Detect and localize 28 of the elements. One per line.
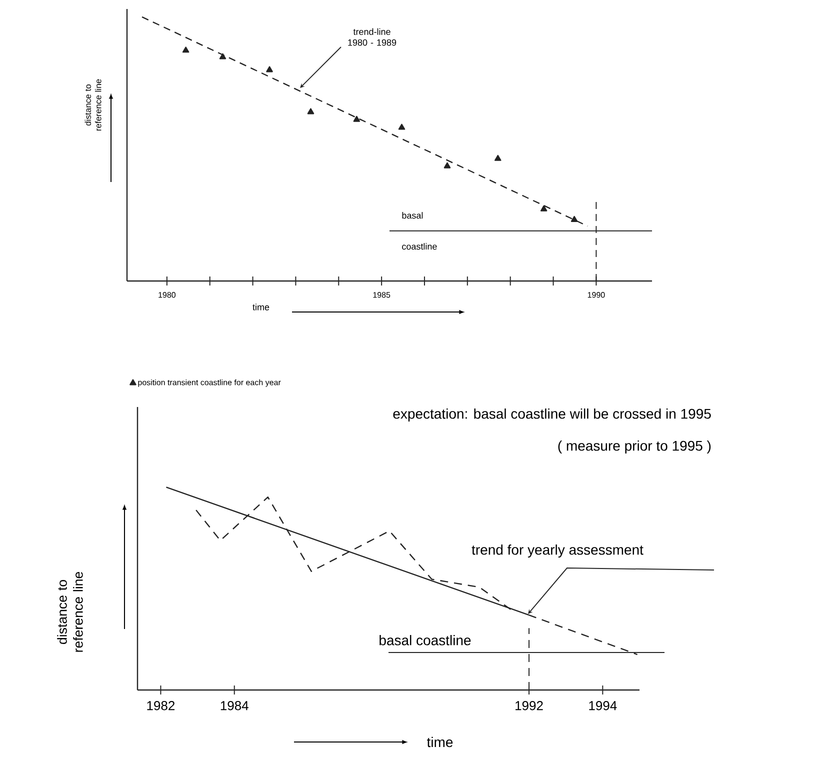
point [398, 124, 406, 130]
x-tick-label: 1990 [588, 292, 605, 298]
point [266, 66, 273, 72]
point [570, 216, 578, 222]
text: basal coastline [402, 212, 437, 250]
point [540, 205, 548, 212]
annotation: trend for yearly assessment [472, 544, 644, 558]
point [307, 108, 314, 114]
point [182, 46, 190, 53]
point [219, 53, 226, 60]
point [494, 154, 502, 161]
point [444, 162, 451, 168]
x-tick-label: 1980 [158, 292, 176, 298]
x-tick-label: 1984 [220, 701, 248, 710]
x-axis-title: time [252, 304, 270, 310]
x-tick-label: 1992 [516, 701, 543, 710]
y-axis-title: distance to reference line [57, 572, 83, 652]
x-tick-label: 1985 [373, 292, 390, 298]
text: ( measure prior to 1995 ) [558, 440, 711, 454]
x-tick-label: 1982 [147, 701, 175, 710]
y-axis-title: distance to reference line [84, 79, 102, 131]
x-tick-label: 1994 [589, 701, 617, 710]
text: expectation: basal coastline will be crossed in 1995 [393, 408, 711, 422]
x-axis-title: time [427, 736, 453, 748]
ref-line-label: basal coastline [380, 635, 471, 646]
legend-label: position transient coastline for each year [138, 379, 281, 387]
point [353, 116, 360, 122]
annotation: trend-line 1980 - 1989 [348, 28, 396, 46]
